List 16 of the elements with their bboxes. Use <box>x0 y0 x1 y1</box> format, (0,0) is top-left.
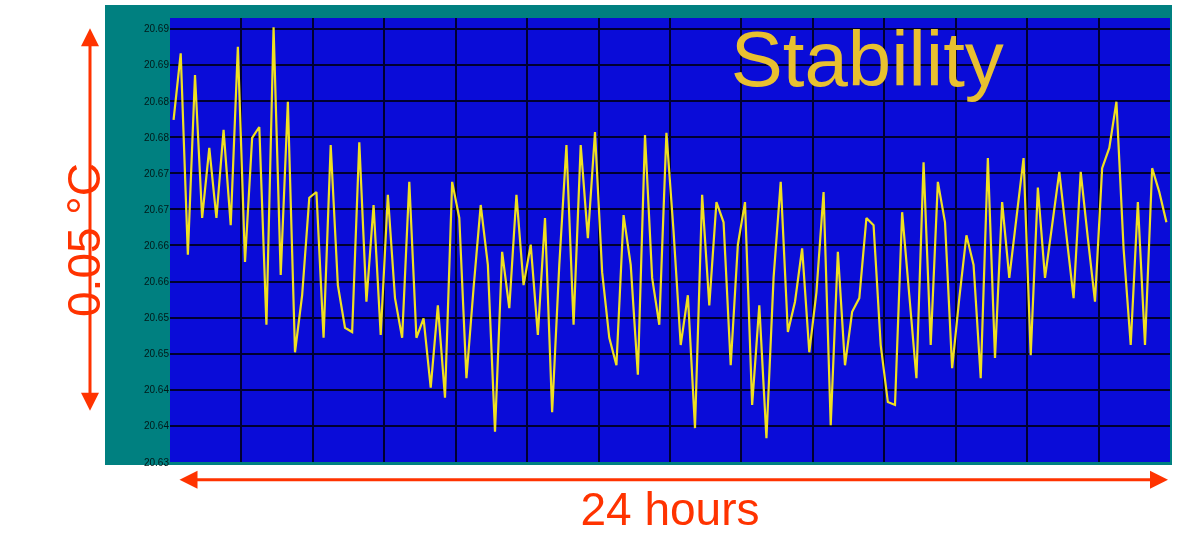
y-tick-label: 20.63 <box>143 456 170 468</box>
y-tick-label: 20.69 <box>143 23 170 35</box>
y-tick-label: 20.66 <box>143 239 170 251</box>
y-tick-label: 20.64 <box>143 384 170 396</box>
y-tick-label: 20.64 <box>143 420 170 432</box>
y-axis-title: 0.05 °C <box>58 163 111 317</box>
y-tick-label: 20.65 <box>143 312 170 324</box>
y-tick-label: 20.69 <box>143 59 170 71</box>
x-axis-title: 24 hours <box>580 482 760 535</box>
y-tick-label: 20.67 <box>143 167 170 179</box>
y-tick-label: 20.68 <box>143 95 170 107</box>
y-tick-label: 20.68 <box>143 131 170 143</box>
y-tick-label: 20.65 <box>143 348 170 360</box>
y-tick-label: 20.67 <box>143 203 170 215</box>
y-tick-label: 20.66 <box>143 276 170 288</box>
line-series <box>172 26 1168 440</box>
